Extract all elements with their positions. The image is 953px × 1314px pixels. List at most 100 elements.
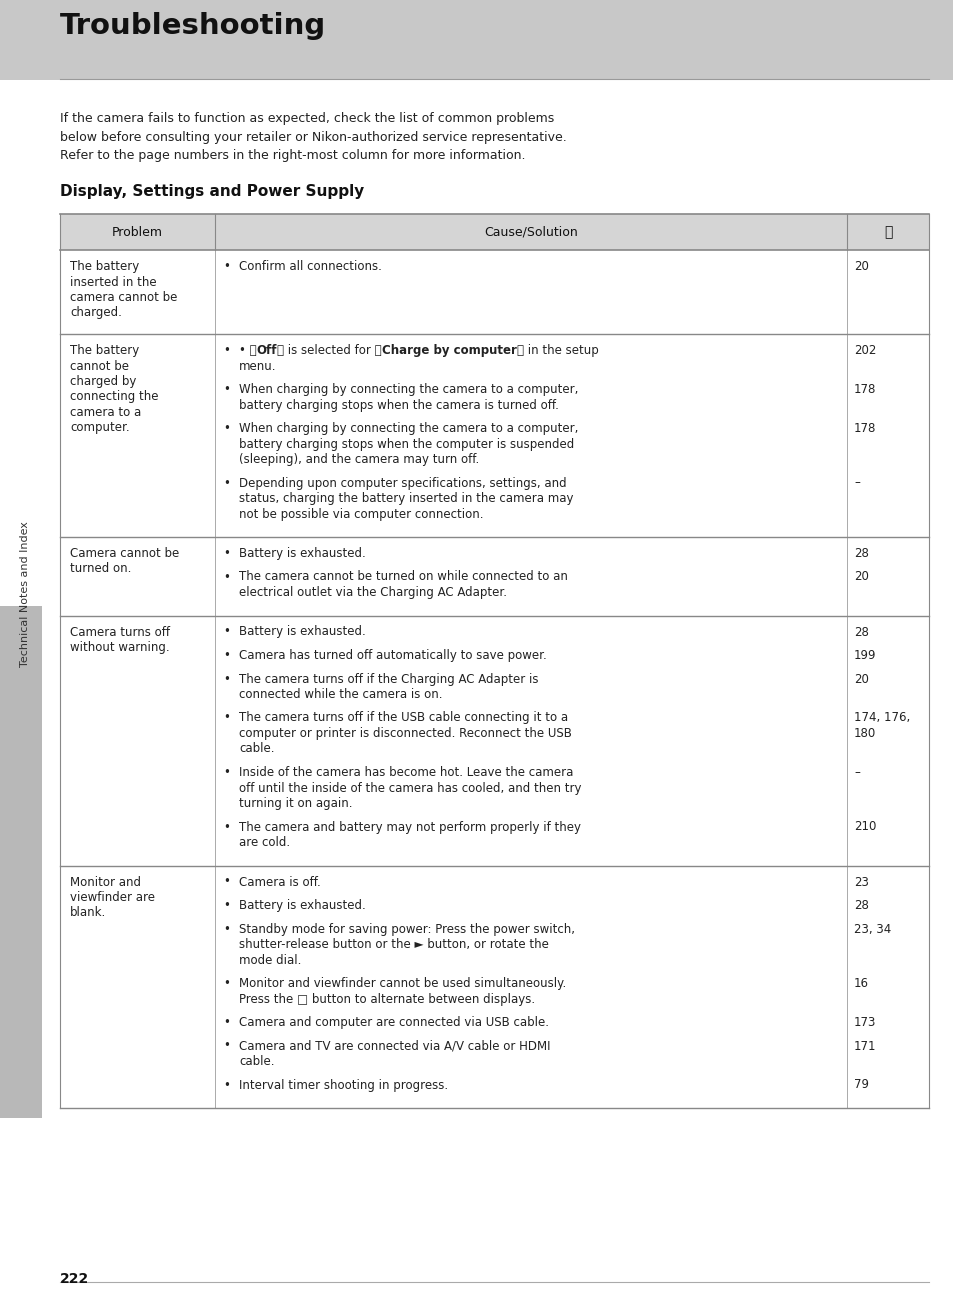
Text: 178: 178	[853, 422, 876, 435]
Text: are cold.: are cold.	[239, 836, 290, 849]
Text: •: •	[223, 477, 230, 490]
Text: Off: Off	[256, 344, 276, 357]
Text: 202: 202	[853, 344, 876, 357]
Text: 222: 222	[60, 1272, 90, 1286]
Text: cannot be: cannot be	[70, 360, 129, 372]
Text: When charging by connecting the camera to a computer,: When charging by connecting the camera t…	[239, 422, 578, 435]
Text: 28: 28	[853, 899, 868, 912]
Text: Battery is exhausted.: Battery is exhausted.	[239, 899, 365, 912]
Text: battery charging stops when the computer is suspended: battery charging stops when the computer…	[239, 438, 574, 451]
Text: •: •	[223, 260, 230, 273]
Text: 28: 28	[853, 625, 868, 639]
Text: status, charging the battery inserted in the camera may: status, charging the battery inserted in…	[239, 491, 573, 505]
Text: The camera and battery may not perform properly if they: The camera and battery may not perform p…	[239, 820, 580, 833]
Text: •: •	[223, 547, 230, 560]
Bar	[60, 214, 928, 250]
Text: 174, 176,: 174, 176,	[853, 711, 909, 724]
Text: •: •	[223, 344, 230, 357]
Text: The camera turns off if the USB cable connecting it to a: The camera turns off if the USB cable co…	[239, 711, 568, 724]
Text: connected while the camera is on.: connected while the camera is on.	[239, 689, 442, 700]
Text: 23: 23	[853, 875, 868, 888]
Text: Camera and TV are connected via A/V cable or HDMI: Camera and TV are connected via A/V cabl…	[239, 1039, 550, 1053]
Text: Camera is off.: Camera is off.	[239, 875, 320, 888]
Text: 178: 178	[853, 382, 876, 396]
Text: The battery: The battery	[70, 260, 139, 273]
Text: inserted in the: inserted in the	[70, 276, 156, 289]
Text: 171: 171	[853, 1039, 876, 1053]
Text: 20: 20	[853, 570, 868, 583]
Text: Camera has turned off automatically to save power.: Camera has turned off automatically to s…	[239, 649, 546, 662]
Text: 210: 210	[853, 820, 876, 833]
Text: Charge by computer: Charge by computer	[381, 344, 517, 357]
Text: shutter-release button or the ► button, or rotate the: shutter-release button or the ► button, …	[239, 938, 548, 951]
Text: •: •	[223, 922, 230, 936]
Text: Camera and computer are connected via USB cable.: Camera and computer are connected via US…	[239, 1016, 548, 1029]
Text: charged by: charged by	[70, 374, 136, 388]
Text: camera to a: camera to a	[70, 406, 141, 419]
Text: •: •	[223, 570, 230, 583]
Text: Confirm all connections.: Confirm all connections.	[239, 260, 381, 273]
Text: Battery is exhausted.: Battery is exhausted.	[239, 547, 365, 560]
Text: •: •	[223, 820, 230, 833]
Text: The camera cannot be turned on while connected to an: The camera cannot be turned on while con…	[239, 570, 567, 583]
Text: 23, 34: 23, 34	[853, 922, 890, 936]
Text: •: •	[223, 625, 230, 639]
Text: •: •	[223, 1079, 230, 1092]
Text: •: •	[223, 875, 230, 888]
Text: Display, Settings and Power Supply: Display, Settings and Power Supply	[60, 184, 364, 198]
Text: Problem: Problem	[112, 226, 163, 239]
Text: •: •	[223, 422, 230, 435]
Text: menu.: menu.	[239, 360, 276, 372]
Text: turned on.: turned on.	[70, 562, 132, 576]
Text: blank.: blank.	[70, 907, 106, 920]
Text: •: •	[223, 649, 230, 662]
Text: Camera turns off: Camera turns off	[70, 625, 170, 639]
Text: Standby mode for saving power: Press the power switch,: Standby mode for saving power: Press the…	[239, 922, 575, 936]
Text: Camera cannot be: Camera cannot be	[70, 547, 179, 560]
Text: charged.: charged.	[70, 306, 122, 319]
Text: •: •	[223, 673, 230, 686]
Text: 16: 16	[853, 978, 868, 989]
Text: •: •	[223, 711, 230, 724]
Bar	[0, 0, 953, 80]
Bar	[0, 606, 42, 1118]
Text: without warning.: without warning.	[70, 641, 170, 654]
Text: –: –	[853, 766, 859, 779]
Text: •: •	[223, 1039, 230, 1053]
Text: electrical outlet via the Charging AC Adapter.: electrical outlet via the Charging AC Ad…	[239, 586, 506, 599]
Text: viewfinder are: viewfinder are	[70, 891, 154, 904]
Text: When charging by connecting the camera to a computer,: When charging by connecting the camera t…	[239, 382, 578, 396]
Text: computer.: computer.	[70, 422, 130, 435]
Text:  is selected for :  is selected for 	[276, 344, 381, 357]
Text: connecting the: connecting the	[70, 390, 158, 403]
Text: cable.: cable.	[239, 742, 274, 756]
Text: 79: 79	[853, 1079, 868, 1092]
Text: (sleeping), and the camera may turn off.: (sleeping), and the camera may turn off.	[239, 453, 478, 466]
Text: 173: 173	[853, 1016, 876, 1029]
Text: The camera turns off if the Charging AC Adapter is: The camera turns off if the Charging AC …	[239, 673, 537, 686]
Text: •: •	[223, 766, 230, 779]
Text: Cause/Solution: Cause/Solution	[483, 226, 578, 239]
Text: camera cannot be: camera cannot be	[70, 290, 177, 304]
Text: turning it on again.: turning it on again.	[239, 798, 352, 809]
Text: The battery: The battery	[70, 344, 139, 357]
Text: Depending upon computer specifications, settings, and: Depending upon computer specifications, …	[239, 477, 566, 490]
Text: computer or printer is disconnected. Reconnect the USB: computer or printer is disconnected. Rec…	[239, 727, 571, 740]
Text: 20: 20	[853, 260, 868, 273]
Text: Monitor and: Monitor and	[70, 875, 141, 888]
Text: •: •	[223, 978, 230, 989]
Text: • : • 	[239, 344, 256, 357]
Text: Monitor and viewfinder cannot be used simultaneously.: Monitor and viewfinder cannot be used si…	[239, 978, 566, 989]
Text: Troubleshooting: Troubleshooting	[60, 12, 326, 39]
Text: Technical Notes and Index: Technical Notes and Index	[20, 522, 30, 668]
Text: 28: 28	[853, 547, 868, 560]
Text: –: –	[853, 477, 859, 490]
Text: 20: 20	[853, 673, 868, 686]
Text: 199: 199	[853, 649, 876, 662]
Text: 📖: 📖	[882, 225, 891, 239]
Text: 180: 180	[853, 727, 876, 740]
Text: Battery is exhausted.: Battery is exhausted.	[239, 625, 365, 639]
Text: Interval timer shooting in progress.: Interval timer shooting in progress.	[239, 1079, 448, 1092]
Text: not be possible via computer connection.: not be possible via computer connection.	[239, 507, 483, 520]
Text: If the camera fails to function as expected, check the list of common problems
b: If the camera fails to function as expec…	[60, 112, 566, 162]
